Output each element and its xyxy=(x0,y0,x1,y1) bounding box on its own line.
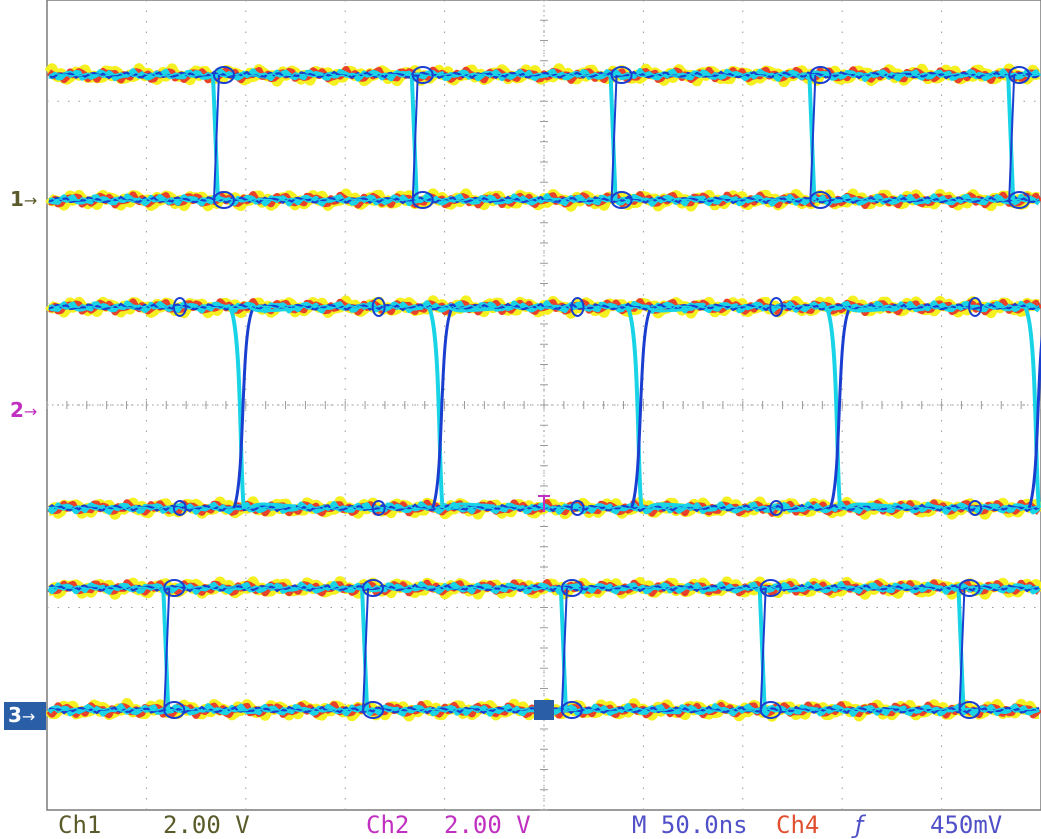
ch2-edge-rising xyxy=(1027,335,1041,509)
ch1-edge xyxy=(610,74,618,201)
ch3-edge xyxy=(163,587,171,711)
ch2-edge-rising xyxy=(630,306,653,509)
ch2-edge-rising xyxy=(431,306,454,509)
ch2-edge-rising xyxy=(828,306,852,509)
ch1-ringing xyxy=(212,191,235,209)
ch3-ringing xyxy=(560,579,583,597)
ch3-ringing xyxy=(163,579,186,597)
ch2-edge-falling xyxy=(426,305,445,509)
ch2-ringing xyxy=(371,297,386,317)
ch2-settle xyxy=(845,502,893,510)
ch1-edge xyxy=(1008,74,1016,201)
ch2-label[interactable]: Ch2 xyxy=(366,811,410,839)
ch3-ringing xyxy=(759,701,782,719)
ch1-ringing xyxy=(610,66,633,84)
ch3-ground-marker[interactable]: 3→ xyxy=(4,702,46,730)
ch1-scale[interactable]: 2.00 V xyxy=(163,811,250,839)
ch3-edge xyxy=(362,587,370,711)
status-bar: Ch1 2.00 V Ch2 2.00 V M 50.0ns Ch4 ƒ 450… xyxy=(0,808,1041,839)
ch2-ringing xyxy=(371,500,386,516)
ch1-marker-label: 1 xyxy=(10,187,24,211)
ch2-high-level xyxy=(48,303,1040,311)
ch2-ringing xyxy=(769,500,784,516)
ch3-ringing xyxy=(362,579,385,597)
ch1-edge xyxy=(809,74,817,201)
ch3-marker-label: 3 xyxy=(8,703,22,727)
ch2-ringing xyxy=(172,297,187,317)
ch1-ringing xyxy=(809,191,832,209)
ch2-settle xyxy=(248,502,296,510)
ch2-settle xyxy=(447,305,495,313)
ch2-edge-falling xyxy=(1023,305,1041,509)
trigger-level-marker[interactable] xyxy=(538,495,550,512)
ch2-settle xyxy=(845,305,893,313)
ch1-ground-marker[interactable]: 1→ xyxy=(4,186,46,212)
ch3-high-level xyxy=(49,584,1040,592)
ch3-ringing xyxy=(560,701,583,719)
trigger-markers xyxy=(534,495,554,720)
ch2-marker-label: 2 xyxy=(10,398,24,422)
ch1-label[interactable]: Ch1 xyxy=(58,811,102,839)
ch1-ringing xyxy=(212,66,235,84)
ch1-ringing xyxy=(809,66,832,84)
graticule-grid xyxy=(46,0,1041,811)
ch2-ringing xyxy=(968,500,983,516)
trigger-level[interactable]: 450mV xyxy=(930,811,1003,839)
timebase-readout[interactable]: M 50.0ns xyxy=(632,811,748,839)
ch2-ringing xyxy=(570,297,585,317)
ch3-ringing xyxy=(958,579,981,597)
ch3-edge xyxy=(560,587,568,711)
ch3-high-level xyxy=(47,581,1041,595)
ch2-edge-falling xyxy=(228,305,246,509)
arrow-right-icon: → xyxy=(23,402,38,421)
trigger-source[interactable]: Ch4 xyxy=(776,811,820,839)
ch2-edge-falling xyxy=(824,305,843,509)
ch1-ringing xyxy=(411,191,434,209)
ch3-ringing xyxy=(759,579,782,597)
ch2-settle xyxy=(646,305,694,313)
ch2-scale[interactable]: 2.00 V xyxy=(444,811,531,839)
ch2-ringing xyxy=(769,297,784,317)
ch1-edge xyxy=(411,74,419,201)
ch2-settle xyxy=(447,502,495,510)
ch1-ringing xyxy=(610,191,633,209)
ch3-edge xyxy=(759,587,767,711)
ch2-ground-marker[interactable]: 2→ xyxy=(4,397,46,423)
ch1-ringing xyxy=(1008,191,1031,209)
ch1-trace xyxy=(44,63,1041,212)
ch2-ringing xyxy=(968,297,983,317)
arrow-right-icon: → xyxy=(23,191,38,210)
ch2-edge-falling xyxy=(625,305,644,509)
ch3-ringing xyxy=(362,701,385,719)
arrow-right-icon: → xyxy=(21,707,36,726)
ch2-ringing xyxy=(570,500,585,516)
ch2-ringing xyxy=(172,500,187,516)
ch3-ringing xyxy=(163,701,186,719)
trigger-point-marker[interactable] xyxy=(534,700,554,720)
rising-edge-icon[interactable]: ƒ xyxy=(855,811,864,839)
ch3-ringing xyxy=(958,701,981,719)
ch2-settle xyxy=(248,305,296,313)
ch2-edge-rising xyxy=(232,306,256,509)
ch3-edge xyxy=(958,587,966,711)
ch1-edge xyxy=(212,74,220,201)
ch1-ringing xyxy=(1008,66,1031,84)
ch2-settle xyxy=(646,502,694,510)
ch1-ringing xyxy=(411,66,434,84)
